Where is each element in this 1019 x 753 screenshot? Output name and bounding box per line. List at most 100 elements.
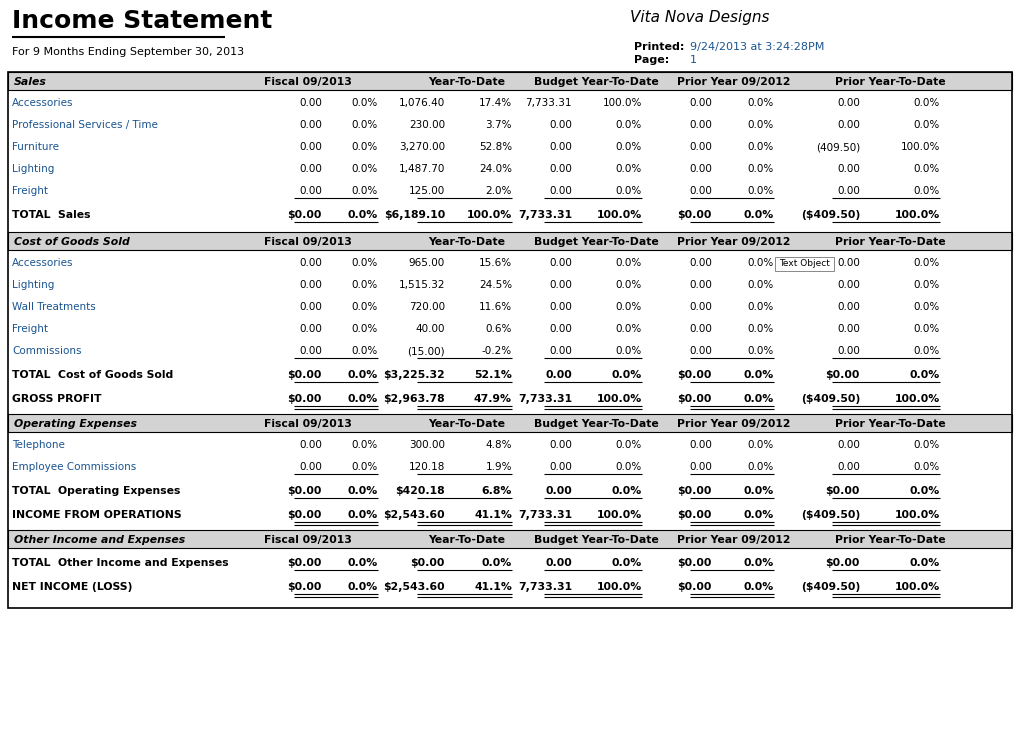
Text: 0.0%: 0.0% [481,558,512,568]
Text: 100.0%: 100.0% [900,142,940,152]
Text: 9/24/2013 at 3:24:28PM: 9/24/2013 at 3:24:28PM [689,42,823,52]
Text: 0.0%: 0.0% [352,302,378,312]
Text: 100.0%: 100.0% [894,210,940,220]
Text: 7,733.31: 7,733.31 [518,394,572,404]
Text: $0.00: $0.00 [287,558,322,568]
Text: 41.1%: 41.1% [474,510,512,520]
Text: 0.0%: 0.0% [913,440,940,450]
Text: 0.0%: 0.0% [615,280,641,290]
Text: 0.00: 0.00 [837,120,859,130]
Text: Prior Year 09/2012: Prior Year 09/2012 [677,535,790,545]
Text: 0.0%: 0.0% [743,558,773,568]
Text: 0.00: 0.00 [545,558,572,568]
Text: 0.0%: 0.0% [913,98,940,108]
Text: 0.0%: 0.0% [352,280,378,290]
Text: 0.0%: 0.0% [747,120,773,130]
Text: Wall Treatments: Wall Treatments [12,302,96,312]
Text: 0.0%: 0.0% [743,370,773,380]
Text: 15.6%: 15.6% [478,258,512,268]
Text: 3,270.00: 3,270.00 [398,142,444,152]
Text: 100.0%: 100.0% [596,394,641,404]
Text: 2.0%: 2.0% [485,186,512,196]
Text: 0.0%: 0.0% [909,558,940,568]
FancyBboxPatch shape [774,257,834,270]
Text: For 9 Months Ending September 30, 2013: For 9 Months Ending September 30, 2013 [12,47,244,57]
Text: (15.00): (15.00) [407,346,444,356]
Text: 0.00: 0.00 [689,302,711,312]
Text: 0.0%: 0.0% [615,346,641,356]
Text: 0.00: 0.00 [299,164,322,174]
Text: 300.00: 300.00 [409,440,444,450]
Text: Year-To-Date: Year-To-Date [428,77,505,87]
Text: 100.0%: 100.0% [894,510,940,520]
Text: Freight: Freight [12,186,48,196]
Text: 0.00: 0.00 [299,186,322,196]
Text: 0.0%: 0.0% [913,258,940,268]
Text: Lighting: Lighting [12,164,54,174]
Text: 17.4%: 17.4% [478,98,512,108]
Text: 1,076.40: 1,076.40 [398,98,444,108]
Text: 1.9%: 1.9% [485,462,512,472]
Text: 0.0%: 0.0% [352,462,378,472]
Text: 0.0%: 0.0% [913,462,940,472]
Text: 0.0%: 0.0% [743,486,773,496]
Text: 0.0%: 0.0% [913,120,940,130]
Text: Printed:: Printed: [634,42,684,52]
Text: 0.0%: 0.0% [913,302,940,312]
Text: 0.0%: 0.0% [747,324,773,334]
Text: $0.00: $0.00 [677,486,711,496]
Text: $2,543.60: $2,543.60 [383,510,444,520]
Text: 0.00: 0.00 [689,142,711,152]
Text: Page:: Page: [634,55,668,65]
Text: 0.00: 0.00 [548,186,572,196]
Text: $0.00: $0.00 [677,582,711,592]
Text: $2,963.78: $2,963.78 [383,394,444,404]
Text: 0.00: 0.00 [837,462,859,472]
Text: 52.8%: 52.8% [478,142,512,152]
Text: 0.00: 0.00 [689,462,711,472]
Text: $0.00: $0.00 [824,558,859,568]
Text: 4.8%: 4.8% [485,440,512,450]
Text: Other Income and Expenses: Other Income and Expenses [14,535,185,545]
Text: 100.0%: 100.0% [596,210,641,220]
Text: 41.1%: 41.1% [474,582,512,592]
Text: 0.00: 0.00 [548,258,572,268]
Text: 0.0%: 0.0% [611,558,641,568]
Bar [8,232,1011,250]
Text: Prior Year-To-Date: Prior Year-To-Date [834,419,945,429]
Text: 0.0%: 0.0% [747,280,773,290]
Text: INCOME FROM OPERATIONS: INCOME FROM OPERATIONS [12,510,181,520]
Text: 0.00: 0.00 [548,324,572,334]
Text: NET INCOME (LOSS): NET INCOME (LOSS) [12,582,132,592]
Text: Year-To-Date: Year-To-Date [428,237,505,247]
Text: 0.00: 0.00 [837,280,859,290]
Text: Income Statement: Income Statement [12,9,272,33]
Text: ($409.50): ($409.50) [800,582,859,592]
Text: 0.00: 0.00 [837,186,859,196]
Text: ($409.50): ($409.50) [800,510,859,520]
Text: $0.00: $0.00 [677,558,711,568]
Text: 0.00: 0.00 [545,486,572,496]
Text: 0.00: 0.00 [689,186,711,196]
Text: 0.0%: 0.0% [347,558,378,568]
Text: $0.00: $0.00 [677,510,711,520]
Text: Employee Commissions: Employee Commissions [12,462,137,472]
Text: $0.00: $0.00 [677,370,711,380]
Bar [8,72,1011,608]
Text: $2,543.60: $2,543.60 [383,582,444,592]
Text: 100.0%: 100.0% [596,510,641,520]
Text: Prior Year-To-Date: Prior Year-To-Date [834,535,945,545]
Text: $0.00: $0.00 [677,210,711,220]
Text: 0.0%: 0.0% [352,98,378,108]
Text: Prior Year-To-Date: Prior Year-To-Date [834,237,945,247]
Text: Freight: Freight [12,324,48,334]
Text: 100.0%: 100.0% [894,582,940,592]
Text: 0.0%: 0.0% [347,394,378,404]
Text: 0.0%: 0.0% [615,440,641,450]
Text: -0.2%: -0.2% [481,346,512,356]
Text: Fiscal 09/2013: Fiscal 09/2013 [264,535,352,545]
Text: 0.00: 0.00 [837,346,859,356]
Text: 100.0%: 100.0% [894,394,940,404]
Text: Prior Year-To-Date: Prior Year-To-Date [834,77,945,87]
Bar [8,72,1011,90]
